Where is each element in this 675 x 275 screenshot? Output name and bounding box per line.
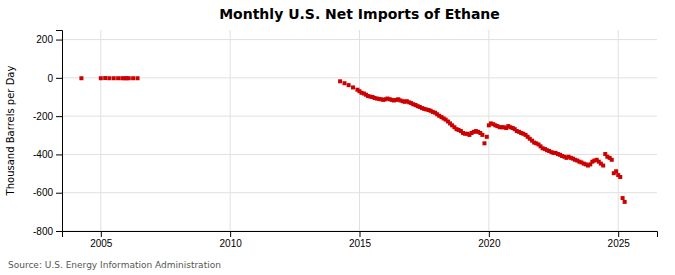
point	[351, 85, 355, 89]
grid-line	[488, 30, 489, 231]
point	[99, 76, 103, 80]
axis-line	[63, 232, 658, 238]
tick-label: -600	[33, 187, 53, 198]
tick: 2015	[349, 231, 372, 249]
grid-line	[230, 30, 231, 231]
tick: 0	[47, 73, 62, 84]
grid-line	[62, 192, 657, 193]
tick: 2010	[220, 231, 243, 249]
tick-label: 2015	[349, 238, 372, 249]
point	[610, 158, 614, 162]
point	[112, 76, 116, 80]
point	[131, 76, 135, 80]
point	[107, 76, 111, 80]
point	[618, 175, 622, 179]
y-axis: -800 -600 -400 -200 0 200	[33, 31, 63, 237]
points	[79, 76, 626, 204]
point	[623, 200, 627, 204]
tick-mark	[56, 231, 62, 232]
tick-mark	[489, 231, 490, 237]
point	[127, 76, 131, 80]
grid-line	[359, 30, 360, 231]
tick-label: 2020	[478, 238, 501, 249]
point	[136, 76, 140, 80]
grid	[62, 30, 657, 231]
tick: 2025	[608, 231, 631, 249]
tick-label: 2025	[608, 238, 631, 249]
y-axis-title: Thousand Barrels per Day	[5, 66, 16, 197]
point	[621, 196, 625, 200]
grid-line	[62, 77, 657, 78]
point	[614, 169, 618, 173]
tick-label: -800	[33, 226, 53, 237]
title: Monthly U.S. Net Imports of Ethane	[219, 6, 500, 22]
tick-mark	[56, 193, 62, 194]
grid-line	[62, 116, 657, 117]
point	[103, 76, 107, 80]
point	[480, 133, 484, 137]
tick: 2005	[90, 231, 113, 249]
point	[347, 83, 351, 87]
grid-line	[618, 30, 619, 231]
tick: 2020	[478, 231, 501, 249]
tick-mark	[56, 40, 62, 41]
point	[482, 141, 486, 145]
tick-label: -400	[33, 149, 53, 160]
axis-line	[56, 31, 63, 232]
tick-mark	[618, 231, 619, 237]
tick: -600	[33, 187, 62, 198]
tick-mark	[101, 231, 102, 237]
x-axis: 2005 2010 2015 2020 2025	[63, 231, 658, 249]
chart: 2005 2010 2015 2020 2025 -800 -600 -400 -200 0 200…	[0, 0, 675, 275]
tick-label: 0	[47, 73, 53, 84]
tick: -200	[33, 111, 62, 122]
tick-label: 2010	[220, 238, 243, 249]
tick-label: 2005	[90, 238, 113, 249]
point	[338, 79, 342, 83]
point	[116, 76, 120, 80]
point	[79, 76, 83, 80]
grid-line	[100, 30, 101, 231]
tick-mark	[360, 231, 361, 237]
tick: -400	[33, 149, 62, 160]
tick-label: 200	[36, 34, 53, 45]
point	[601, 164, 605, 168]
tick-mark	[56, 154, 62, 155]
grid-line	[62, 39, 657, 40]
tick-mark	[56, 78, 62, 79]
tick: 200	[36, 34, 62, 45]
source-note: Source: U.S. Energy Information Administ…	[8, 260, 221, 270]
tick-label: -200	[33, 111, 53, 122]
point	[342, 81, 346, 85]
tick: -800	[33, 226, 62, 237]
point	[485, 135, 489, 139]
tick-mark	[56, 116, 62, 117]
tick-mark	[230, 231, 231, 237]
